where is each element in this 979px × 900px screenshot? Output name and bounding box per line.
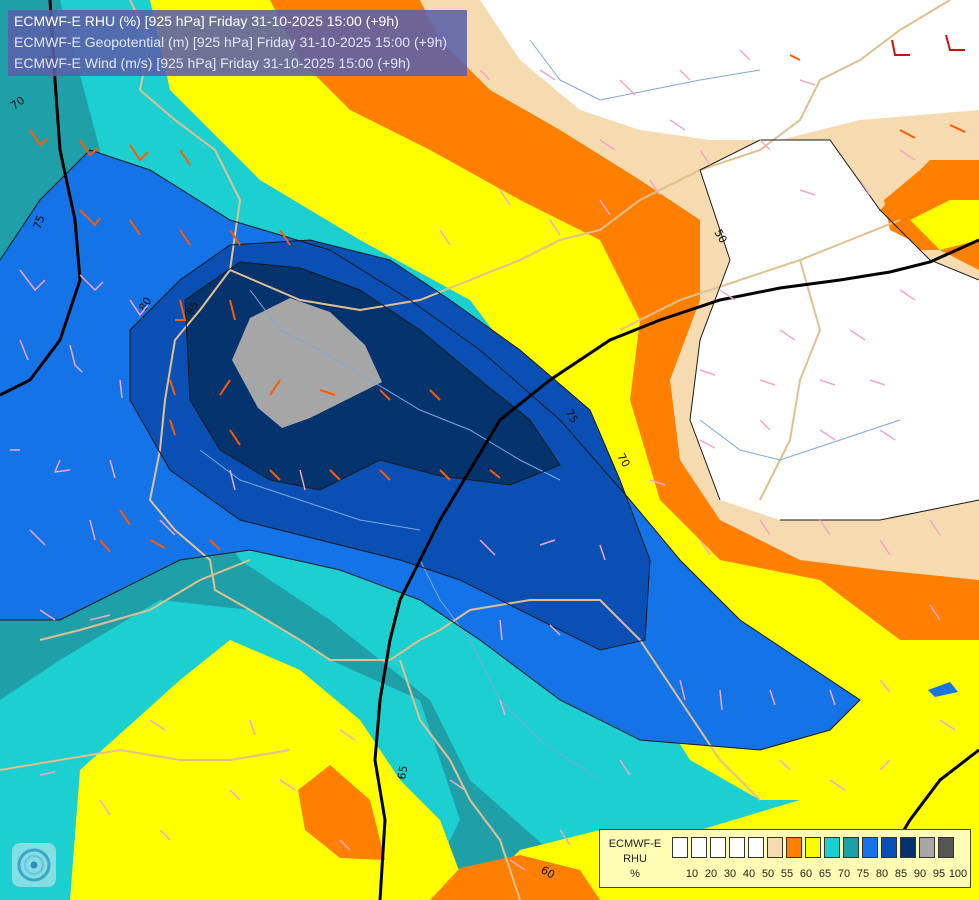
geopotential-layer-title: ECMWF-E Geopotential (m) [925 hPa] Frida… (14, 34, 448, 50)
legend-swatch (729, 837, 745, 858)
legend-swatch (805, 837, 821, 858)
map-title-box: ECMWF-E RHU (%) [925 hPa] Friday 31-10-2… (8, 10, 467, 76)
legend-tick-label: 90 (913, 868, 927, 880)
rhu-60-area-bottom (430, 855, 600, 900)
contour-label: 75 (562, 407, 580, 426)
rivers (199, 39, 901, 781)
wind-barbs-very-strong (891, 34, 965, 56)
legend-swatch (843, 837, 859, 858)
contour-label: 70 (614, 451, 632, 470)
contour-label: 85 (183, 299, 201, 318)
contour-label-group: 70 75 80 85 75 70 50 60 80 65 (8, 54, 729, 881)
legend-tick-label: 10 (685, 868, 699, 880)
rhu-legend: ECMWF-E RHU % 10 20 30 40 50 55 60 65 70 75 80 85 90… (599, 829, 971, 888)
legend-swatch (900, 837, 916, 858)
legend-tick-label: 50 (761, 868, 775, 880)
contour-label: 65 (395, 764, 410, 780)
legend-model-label: ECMWF-E (608, 838, 662, 850)
legend-swatch (767, 837, 783, 858)
legend-swatch (938, 837, 954, 858)
rhu-50-area-center (690, 140, 979, 520)
rhu-60-area-small (298, 765, 385, 860)
legend-tick-label: 20 (704, 868, 718, 880)
legend-tick-label: 75 (856, 868, 870, 880)
legend-unit-label: % (630, 868, 640, 880)
legend-swatch (672, 837, 688, 858)
rhu-50-area-top (480, 0, 979, 140)
wind-barbs-strong (29, 54, 966, 553)
legend-swatch (786, 837, 802, 858)
contour-label: 80 (136, 295, 154, 314)
legend-tick-label: 55 (780, 868, 794, 880)
legend-tick-label: 85 (894, 868, 908, 880)
ecmwf-swirl-icon (12, 843, 56, 887)
legend-swatch (824, 837, 840, 858)
rhu-95-area (232, 298, 382, 428)
legend-swatch (862, 837, 878, 858)
legend-swatch (748, 837, 764, 858)
legend-variable-label: RHU (623, 853, 647, 865)
wind-layer-title: ECMWF-E Wind (m/s) [925 hPa] Friday 31-1… (14, 55, 411, 71)
rhu-layer-title: ECMWF-E RHU (%) [925 hPa] Friday 31-10-2… (14, 13, 399, 29)
legend-tick-label: 95 (932, 868, 946, 880)
rhu-65-area-right (910, 200, 979, 250)
legend-swatch (919, 837, 935, 858)
rhu-80-area-small (928, 682, 958, 697)
legend-tick-label: 40 (742, 868, 756, 880)
contour-label: 75 (31, 213, 48, 231)
legend-tick-label: 65 (818, 868, 832, 880)
contour-label: 60 (539, 863, 558, 881)
legend-tick-label: 60 (799, 868, 813, 880)
legend-swatch (881, 837, 897, 858)
wind-barbs-light (10, 49, 956, 871)
legend-swatch (710, 837, 726, 858)
legend-tick-label: 100 (948, 868, 968, 880)
rhu-contours (0, 139, 979, 751)
legend-tick-label: 30 (723, 868, 737, 880)
contour-label: 50 (711, 227, 729, 246)
legend-swatch (691, 837, 707, 858)
legend-tick-label: 80 (875, 868, 889, 880)
legend-tick-label: 70 (837, 868, 851, 880)
